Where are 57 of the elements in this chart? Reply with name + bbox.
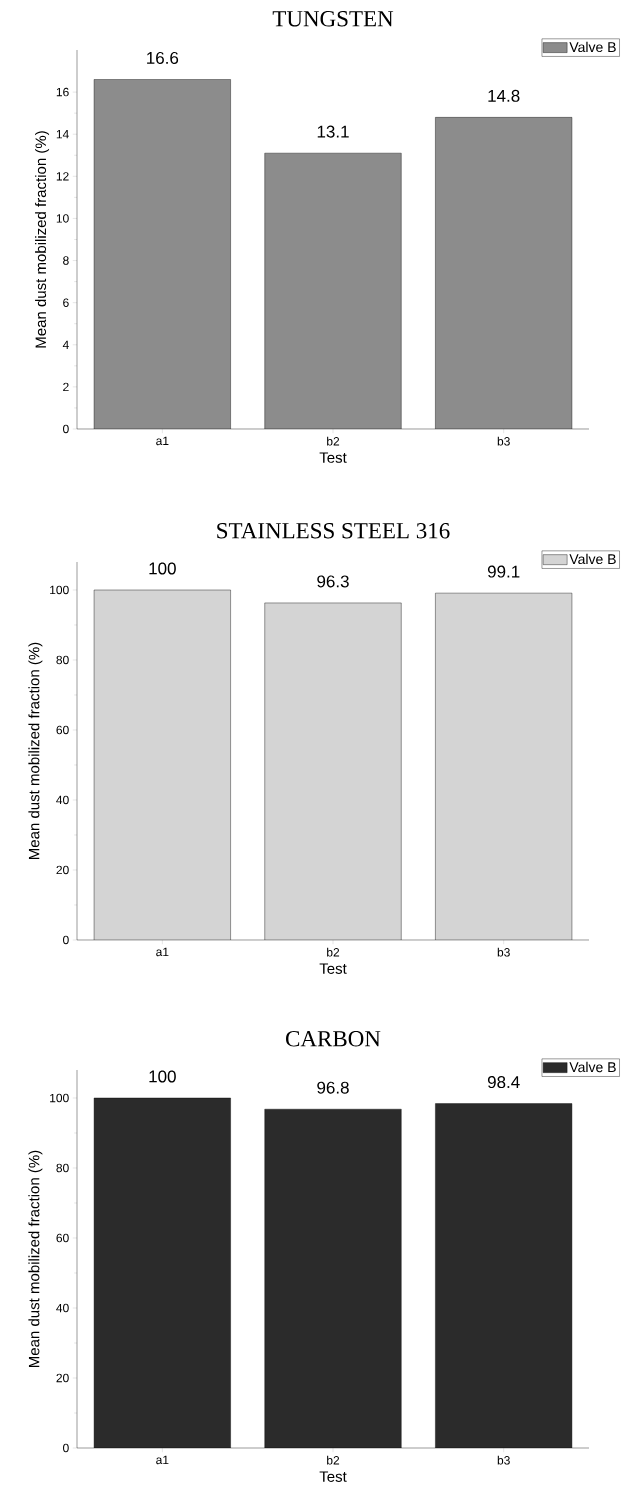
x-tick-label: b3 (497, 436, 510, 446)
data-label: 100 (149, 562, 176, 575)
y-axis-title: Mean dust mobilized fraction (%) (28, 1150, 43, 1367)
bar (435, 592, 573, 940)
y-tick-label: 14 (56, 130, 69, 139)
y-tick-label: 2 (63, 382, 69, 392)
y-tick-label: 0 (63, 1443, 69, 1453)
chart-title: STAINLESS STEEL 316 (217, 523, 450, 539)
bar (264, 602, 402, 940)
data-label: 99.1 (487, 565, 520, 578)
data-label: 16.6 (147, 51, 179, 64)
y-tick-label: 6 (63, 298, 69, 307)
x-tick-label: a1 (156, 947, 169, 957)
y-tick-label: 80 (56, 655, 69, 665)
x-axis-title: Test (319, 963, 347, 974)
y-tick-label: 20 (56, 865, 69, 875)
y-tick-label: 60 (56, 725, 69, 735)
text: Valve B (569, 1061, 616, 1073)
text: Valve B (569, 41, 616, 53)
x-axis-title: Test (319, 1471, 347, 1482)
y-axis-title: Mean dust mobilized fraction (%) (35, 131, 50, 348)
data-label: 96.8 (317, 1081, 349, 1094)
y-tick-label: 8 (63, 256, 69, 265)
y-axis-title: Mean dust mobilized fraction (%) (28, 642, 43, 859)
y-tick-label: 4 (62, 340, 69, 349)
y-tick-label: 20 (56, 1373, 69, 1383)
x-tick-label: a1 (156, 436, 169, 446)
x-tick-label: b3 (497, 947, 510, 957)
chart-title: CARBON (286, 1031, 381, 1047)
y-tick-label: 100 (50, 1093, 69, 1103)
x-axis-title: Test (319, 452, 347, 463)
bar (264, 153, 402, 429)
bar (435, 117, 573, 429)
y-tick-label: 10 (56, 214, 69, 223)
y-tick-label: 100 (50, 585, 69, 595)
data-label: 100 (149, 1070, 176, 1083)
data-label: 13.1 (317, 125, 349, 138)
y-tick-label: 0 (63, 424, 69, 434)
chart-title: TUNGSTEN (272, 11, 394, 27)
y-tick-label: 0 (63, 935, 69, 945)
data-label: 96.3 (317, 575, 349, 588)
x-tick-label: a1 (156, 1455, 169, 1465)
y-tick-label: 16 (56, 87, 69, 97)
x-tick-label: b2 (327, 1455, 340, 1465)
x-tick-label: b2 (327, 947, 340, 957)
data-label: 14.8 (488, 89, 520, 102)
text: Valve B (569, 553, 616, 565)
x-tick-label: b2 (327, 436, 340, 446)
x-tick-label: b3 (497, 1455, 510, 1465)
y-tick-label: 60 (56, 1233, 69, 1243)
data-label: 98.4 (487, 1076, 520, 1089)
y-tick-label: 12 (56, 172, 69, 181)
y-tick-label: 80 (56, 1163, 69, 1173)
y-tick-label: 40 (56, 1303, 69, 1313)
bar (94, 589, 231, 940)
y-tick-label: 40 (56, 795, 69, 805)
bar (94, 79, 231, 429)
